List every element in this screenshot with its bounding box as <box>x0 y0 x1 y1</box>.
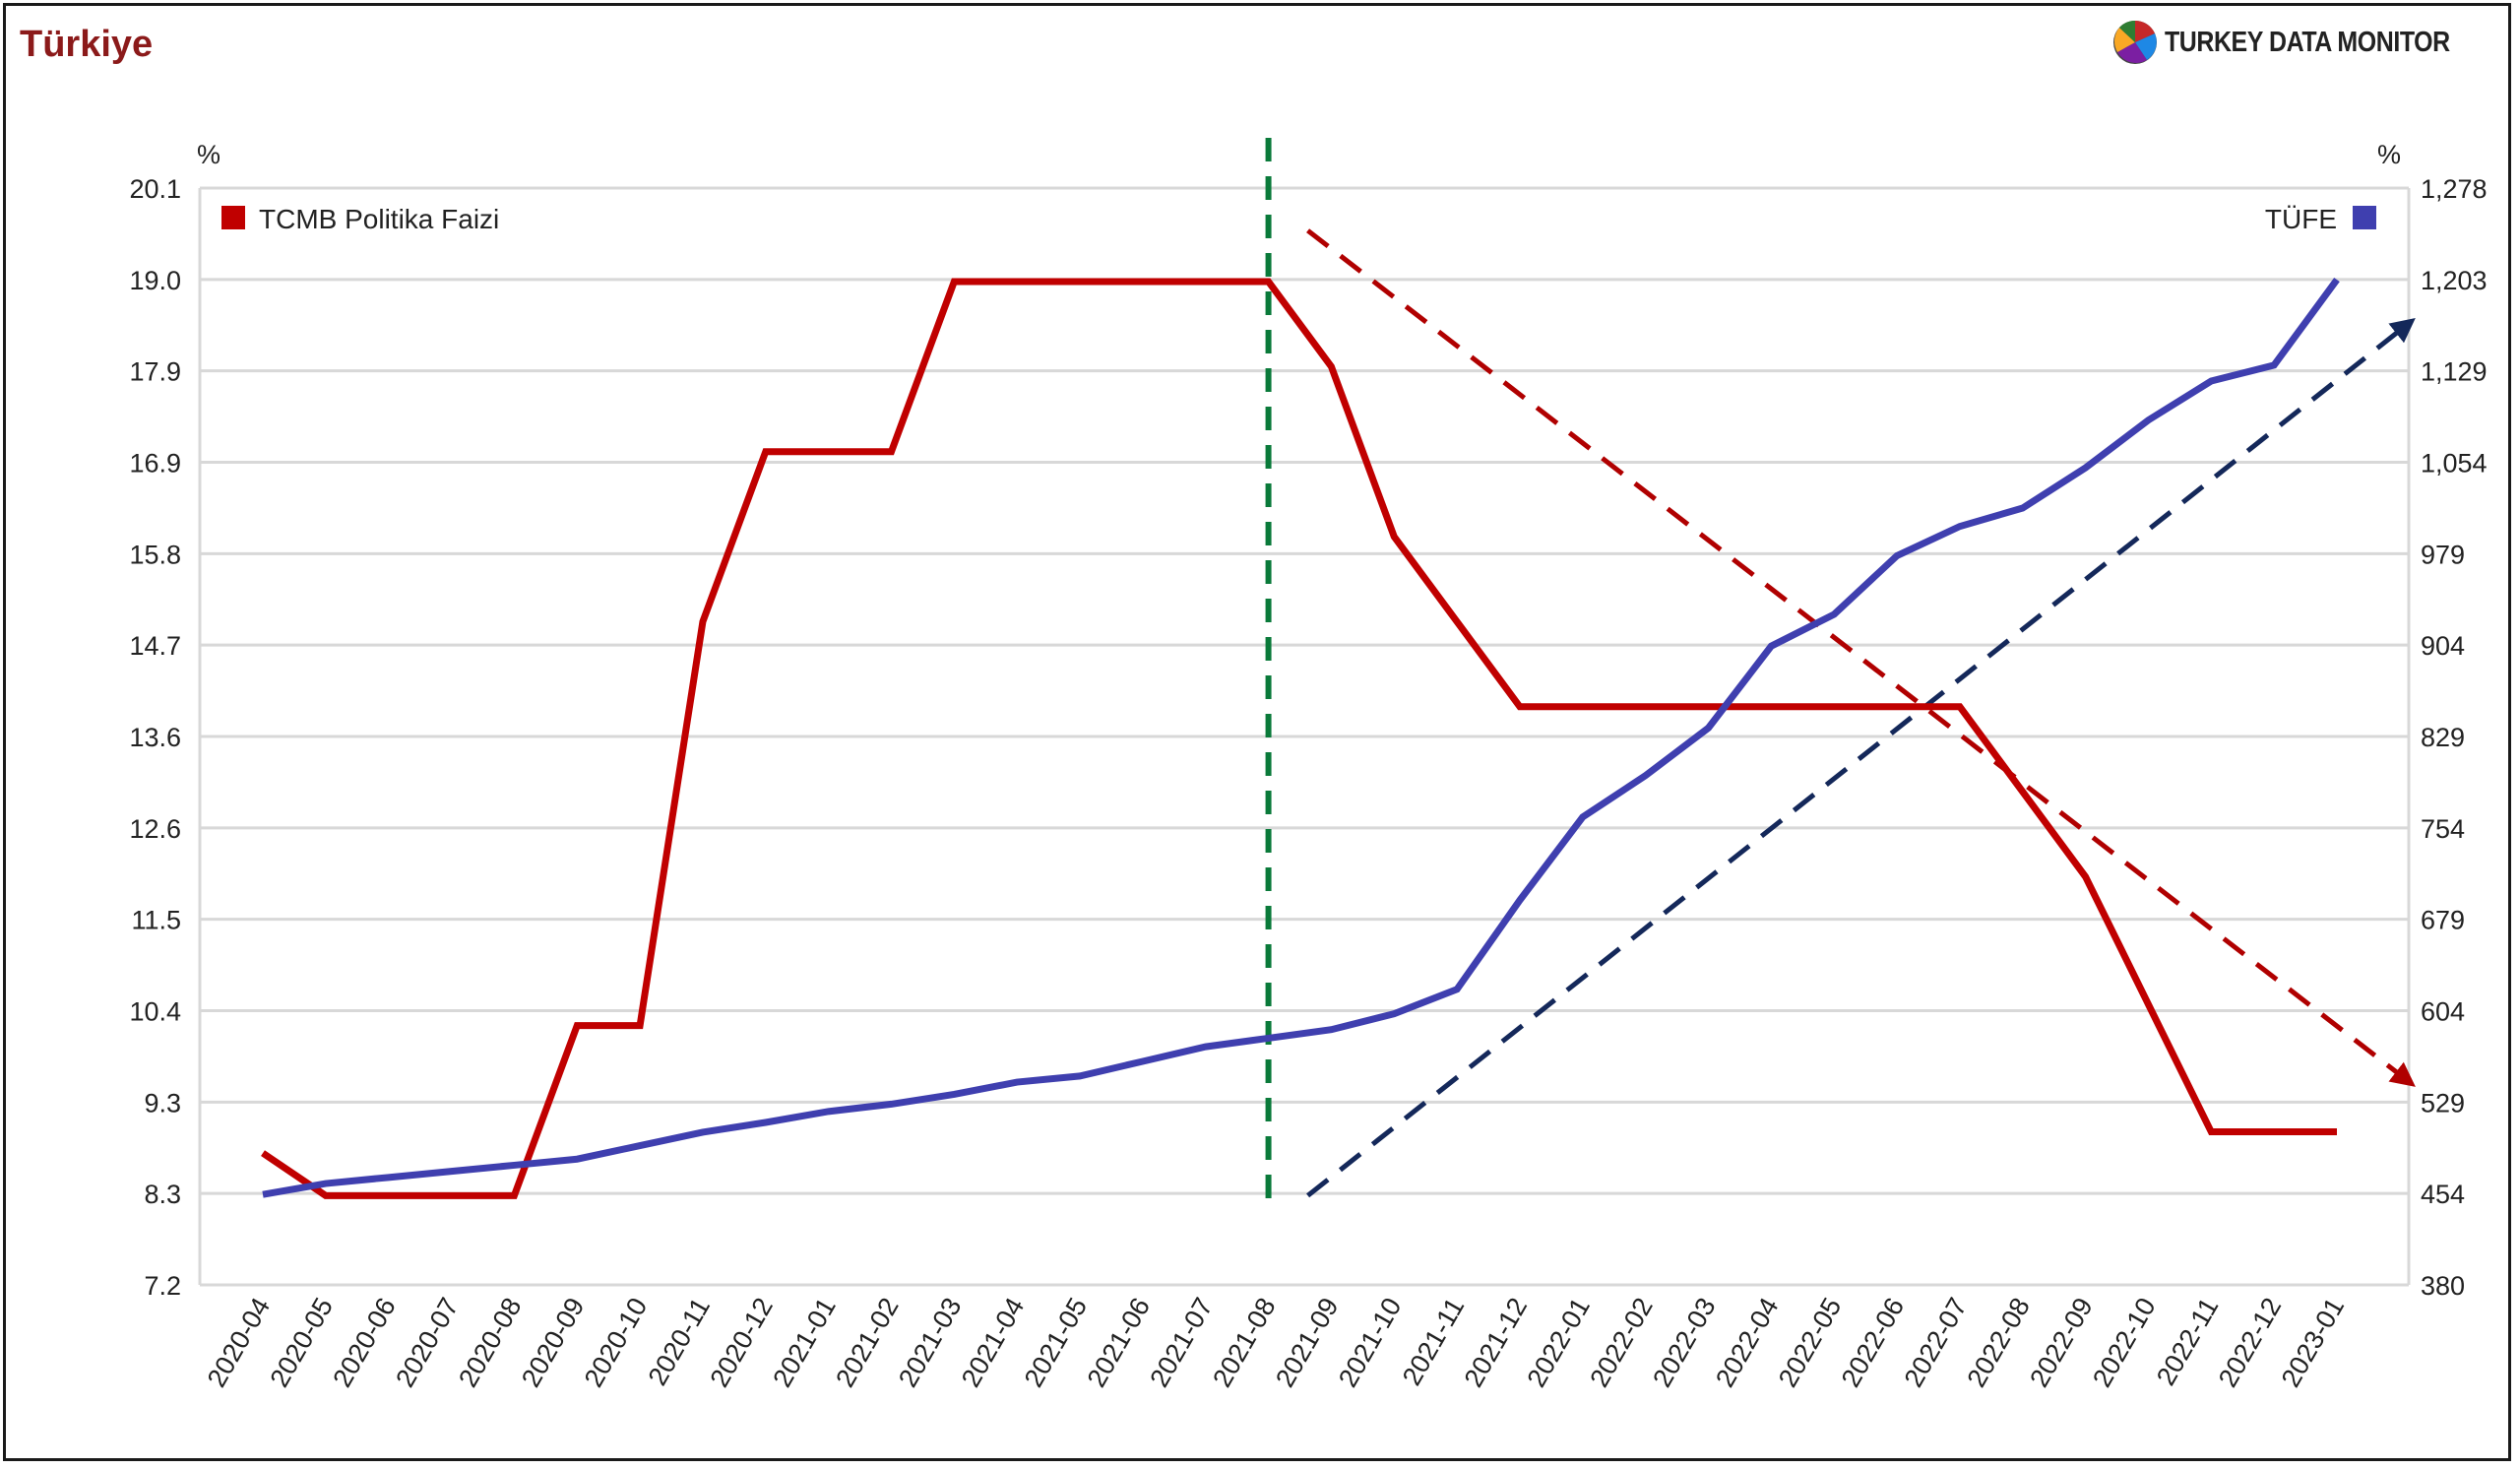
series-lines <box>261 277 2340 1199</box>
left-tick-label: 11.5 <box>131 906 181 935</box>
right-tick-label: 679 <box>2421 906 2465 935</box>
right-tick-label: 1,203 <box>2421 266 2488 295</box>
legend: TCMB Politika Faizi TÜFE <box>221 204 2376 234</box>
legend-label-policy-rate: TCMB Politika Faizi <box>259 204 499 234</box>
right-tick-label: 979 <box>2421 540 2465 569</box>
right-tick-label: 829 <box>2421 723 2465 752</box>
right-tick-label: 529 <box>2421 1088 2465 1118</box>
left-tick-label: 19.0 <box>129 266 181 295</box>
x-axis-ticks: 2020-042020-052020-062020-072020-082020-… <box>202 1293 2351 1392</box>
left-tick-label: 13.6 <box>129 723 181 752</box>
brand-logo-group: TURKEY DATA MONITOR <box>2111 18 2496 67</box>
left-tick-label: 14.7 <box>129 631 181 661</box>
right-tick-label: 1,129 <box>2421 357 2488 387</box>
series-line-policy-rate <box>261 278 2337 1199</box>
brand-name: TURKEY DATA MONITOR <box>2165 26 2450 58</box>
left-axis-ticks: 20.1 19.0 17.9 16.9 15.8 14.7 13.6 12.6 11.5 10.4… <box>129 174 181 1301</box>
legend-label-cpi: TÜFE <box>2265 204 2337 234</box>
left-tick-label: 9.3 <box>144 1088 181 1118</box>
left-tick-label: 12.6 <box>129 814 181 844</box>
right-tick-label: 904 <box>2421 631 2465 661</box>
chart-frame <box>3 3 2511 1461</box>
legend-swatch-cpi <box>2353 206 2376 229</box>
right-axis-unit: % <box>2377 140 2401 169</box>
annotations <box>1265 138 2416 1213</box>
series-line-cpi <box>262 277 2340 1198</box>
trend-arrow <box>1306 317 2416 1198</box>
grid-lines <box>198 186 2411 1287</box>
pie-logo-icon <box>2113 21 2158 64</box>
left-tick-label: 17.9 <box>129 357 181 387</box>
left-tick-label: 7.2 <box>144 1271 181 1301</box>
right-tick-label: 754 <box>2421 814 2465 844</box>
left-tick-label: 20.1 <box>129 174 181 204</box>
legend-swatch-policy-rate <box>221 206 245 229</box>
left-axis-unit: % <box>197 140 220 169</box>
page-title: Türkiye <box>20 24 154 65</box>
left-tick-label: 10.4 <box>129 997 181 1027</box>
left-tick-label: 15.8 <box>129 540 181 569</box>
right-tick-label: 380 <box>2421 1271 2465 1301</box>
left-tick-label: 16.9 <box>129 449 181 479</box>
right-tick-label: 454 <box>2421 1180 2465 1209</box>
right-tick-label: 1,054 <box>2421 449 2488 479</box>
right-tick-label: 604 <box>2421 997 2465 1027</box>
left-tick-label: 8.3 <box>144 1180 181 1209</box>
right-axis-ticks: 1,278 1,203 1,129 1,054 979 904 829 754 679 604 52… <box>2421 174 2488 1301</box>
trend-arrow <box>1306 228 2416 1087</box>
right-tick-label: 1,278 <box>2421 174 2488 204</box>
